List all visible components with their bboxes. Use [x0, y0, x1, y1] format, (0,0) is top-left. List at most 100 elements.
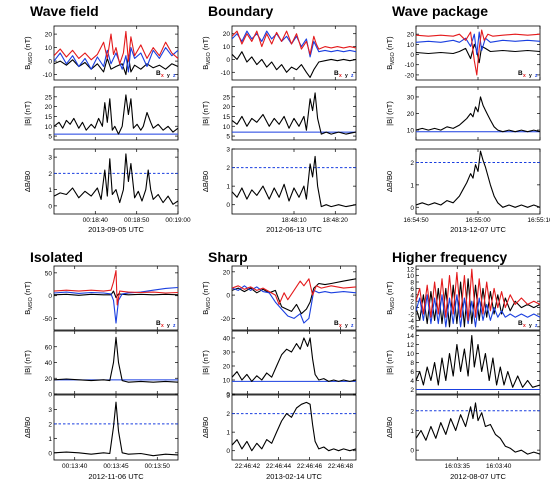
y-tick-label: 30: [407, 94, 415, 101]
y-axis-label: |B| (nT): [385, 350, 394, 375]
series-dbb0: [416, 402, 540, 455]
y-tick-label: 1: [226, 430, 230, 437]
x-tick-label: 22:46:46: [297, 463, 323, 470]
y-tick-label: 10: [223, 378, 231, 385]
panel-frame: [415, 265, 541, 331]
y-tick-label: 12: [407, 267, 415, 274]
y-tick-label: 0: [410, 305, 414, 312]
y-axis-label-sub: MSO: [390, 296, 396, 309]
x-tick-label: 16:55:00: [465, 217, 491, 224]
y-axis-label-unit: (nT): [23, 281, 32, 297]
series-bz: [416, 31, 540, 56]
x-tick-label: 22:46:48: [328, 463, 354, 470]
y-tick-label: 0: [226, 293, 230, 300]
legend-b: B: [334, 70, 339, 77]
panel-2: 0 1 2 3 ΔB/B0: [23, 394, 179, 461]
subfigure-title: Wave package: [392, 3, 488, 19]
y-tick-label: 3: [226, 147, 230, 154]
y-axis-label-sub: MSO: [206, 51, 212, 64]
y-tick-label: 2: [410, 408, 414, 415]
panel-frame: [231, 330, 357, 395]
series-bmag: [54, 94, 178, 135]
y-axis-label: |B| (nT): [201, 101, 210, 126]
series-bmag: [54, 336, 178, 383]
y-axis-label: ΔB/B0: [201, 417, 210, 438]
y-tick-label: 25: [223, 94, 231, 101]
y-tick-label: 0: [48, 59, 52, 66]
legend-z: z: [535, 73, 538, 79]
x-tick-label: 00:18:40: [83, 217, 109, 224]
date-label: 2013-12-07 UTC: [450, 225, 506, 234]
y-tick-label: 0: [48, 203, 52, 210]
y-axis-label-sub: MSO: [28, 51, 34, 64]
y-tick-label: 25: [45, 94, 53, 101]
y-tick-label: 14: [407, 333, 415, 340]
series-bz: [232, 30, 356, 58]
legend-x: x: [161, 73, 164, 79]
panel-1: 10 20 30 |B| (nT): [385, 86, 541, 141]
panel-frame: [53, 148, 179, 215]
y-axis-label: |B| (nT): [23, 101, 32, 126]
x-tick-label: 00:19:00: [165, 217, 191, 224]
y-tick-label: 10: [407, 128, 415, 135]
series-bz: [416, 294, 540, 328]
subfigure-title: Boundary: [208, 3, 274, 19]
date-label: 2013-09-05 UTC: [88, 225, 144, 234]
y-axis-label: BMSO (nT): [385, 281, 396, 315]
panel-1: 0 10 20 30 40 |B| (nT): [201, 330, 357, 399]
y-tick-label: 50: [45, 270, 53, 277]
panel-frame: [415, 394, 541, 461]
y-tick-label: 20: [45, 32, 53, 39]
y-axis-label-main: B: [385, 310, 394, 315]
y-tick-label: -6: [408, 324, 414, 331]
y-axis-label-sub: MSO: [206, 296, 212, 309]
y-tick-label: -50: [43, 316, 53, 323]
y-tick-label: 10: [223, 44, 231, 51]
legend-b: B: [334, 320, 339, 327]
panel-frame: [231, 148, 357, 215]
legend-x: x: [339, 73, 342, 79]
y-tick-label: 2: [410, 299, 414, 306]
y-tick-label: 10: [407, 273, 415, 280]
date-label: 2012-06-13 UTC: [266, 225, 322, 234]
legend-x: x: [523, 323, 526, 329]
legend-z: z: [173, 323, 176, 329]
x-tick-label: 16:03:40: [486, 463, 512, 470]
x-tick-label: 18:48:10: [281, 217, 307, 224]
y-tick-label: 10: [407, 42, 415, 49]
legend-z: z: [351, 323, 354, 329]
panel-2: 0 1 2 3 ΔB/B0: [201, 147, 357, 215]
y-tick-label: 3: [48, 407, 52, 414]
x-tick-label: 00:13:40: [62, 463, 88, 470]
y-axis-label: |B| (nT): [385, 101, 394, 126]
y-tick-label: 40: [223, 336, 231, 343]
legend-b: B: [156, 320, 161, 327]
y-tick-label: -20: [221, 316, 231, 323]
x-tick-label: 00:13:45: [103, 463, 129, 470]
y-tick-label: 5: [48, 134, 52, 141]
y-tick-label: -2: [408, 312, 414, 319]
y-axis-label-sub: MSO: [28, 296, 34, 309]
y-tick-label: 20: [223, 104, 231, 111]
y-tick-label: 20: [223, 269, 231, 276]
y-axis-label: ΔB/B0: [201, 171, 210, 192]
y-tick-label: 0: [48, 293, 52, 300]
y-axis-label-unit: (nT): [201, 36, 210, 52]
legend-b: B: [518, 320, 523, 327]
series-bx: [54, 30, 178, 65]
y-tick-label: 30: [223, 350, 231, 357]
legend-y: y: [529, 323, 532, 329]
x-tick-label: 18:48:20: [323, 217, 349, 224]
y-axis-label-sub: MSO: [390, 51, 396, 64]
legend-x: x: [339, 323, 342, 329]
y-axis-label-main: B: [23, 310, 32, 315]
legend-y: y: [345, 323, 348, 329]
series-bmag: [416, 334, 540, 388]
